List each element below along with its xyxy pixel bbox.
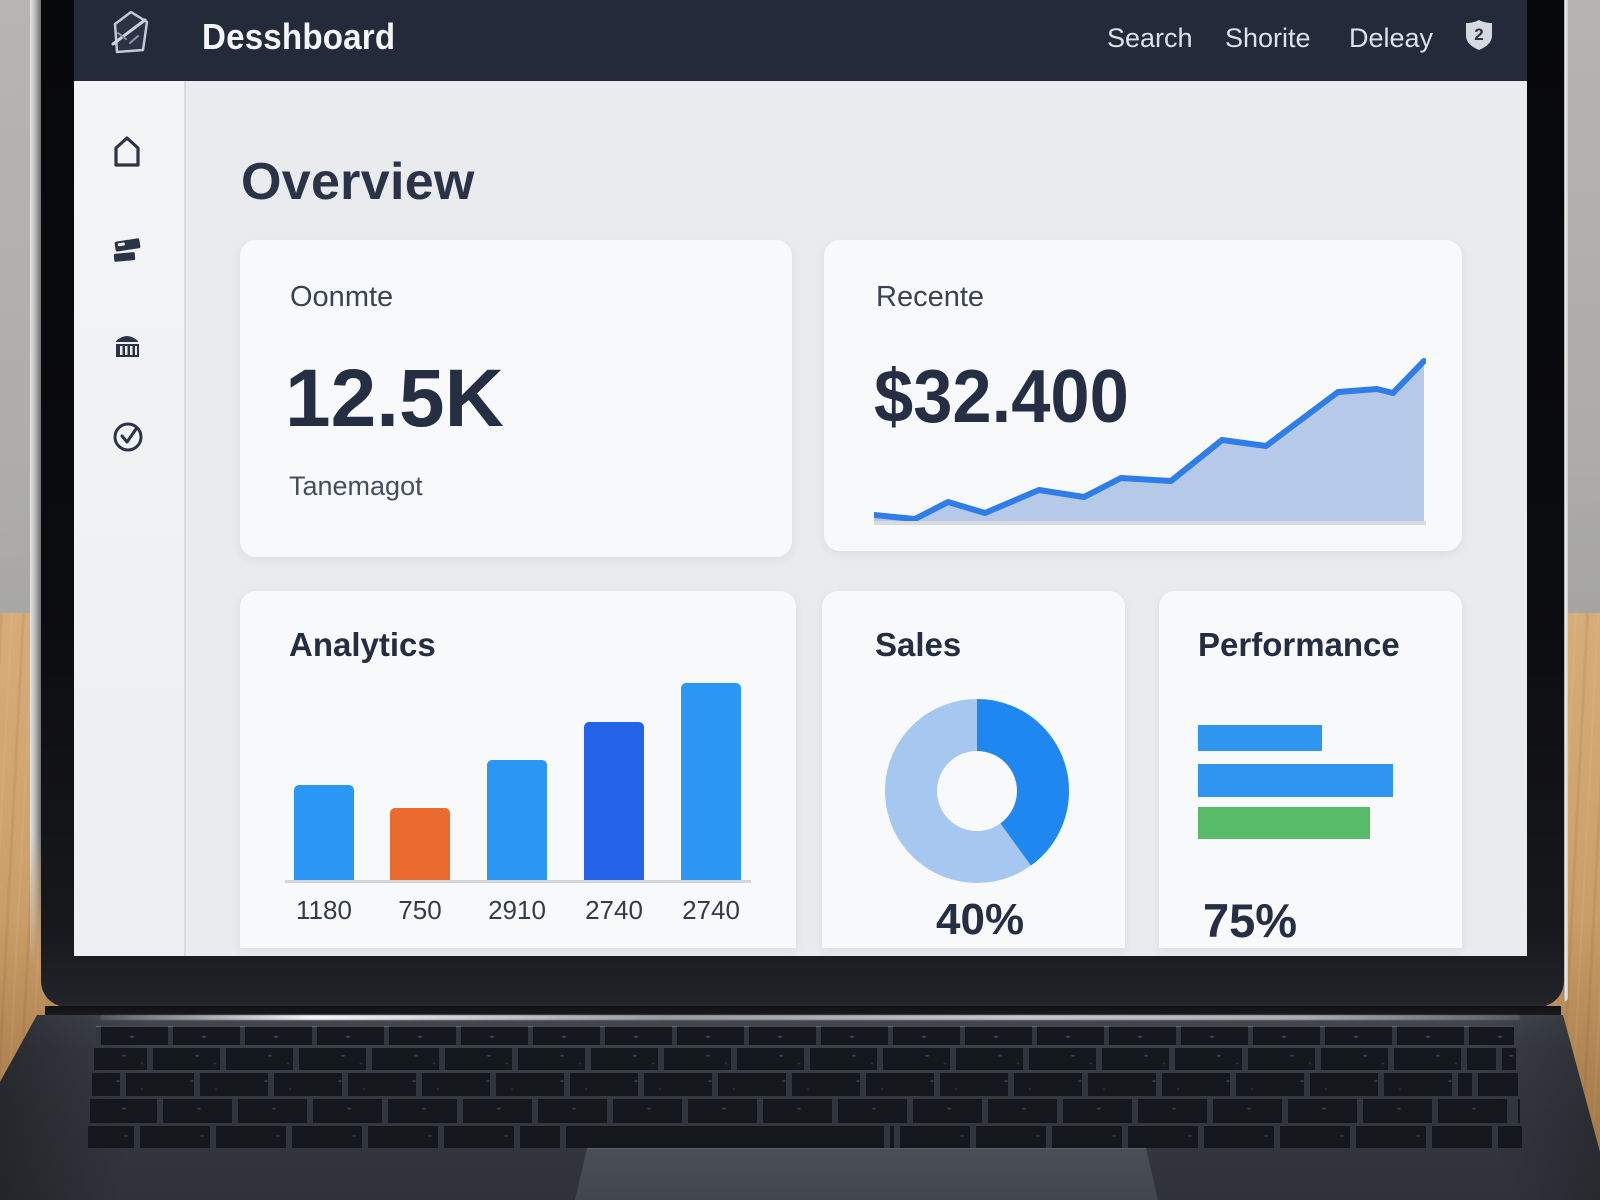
svg-text:2: 2	[1474, 25, 1483, 44]
